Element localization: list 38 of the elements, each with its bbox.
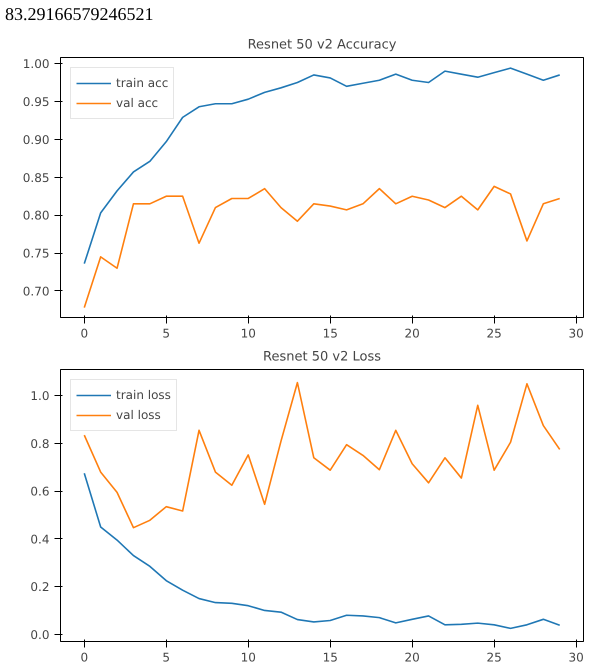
x-tick-label: 0 — [80, 326, 88, 340]
y-tick-label: 0.75 — [22, 246, 50, 261]
x-tick-label: 30 — [568, 650, 584, 664]
y-tick-label: 0.80 — [22, 208, 50, 223]
text: 83.29166579246521 — [5, 4, 154, 24]
y-tick-label: 0.6 — [30, 484, 50, 499]
x-tick-label: 5 — [162, 326, 170, 340]
y-tick-label: 0.8 — [30, 436, 50, 451]
x-tick-label: 15 — [322, 326, 338, 340]
x-tick-label: 20 — [404, 326, 420, 340]
legend-label: val loss — [116, 408, 161, 422]
y-tick-label: 0.4 — [30, 532, 50, 546]
x-tick-label: 15 — [322, 650, 338, 664]
chart-title: Resnet 50 v2 Loss — [263, 350, 382, 364]
y-tick-label: 1.0 — [30, 389, 50, 404]
y-tick-label: 0.70 — [22, 284, 50, 298]
line-series — [83, 382, 561, 528]
x-tick-label: 20 — [404, 650, 420, 664]
x-tick-label: 5 — [162, 650, 170, 664]
legend-label: train acc — [116, 76, 168, 90]
legend-label: train loss — [116, 388, 171, 402]
x-tick-label: 25 — [486, 650, 502, 664]
line-series — [83, 186, 561, 308]
x-tick-label: 0 — [80, 650, 88, 664]
x-tick-label: 10 — [240, 650, 256, 664]
y-tick-label: 0.0 — [30, 628, 50, 642]
legend-label: val acc — [116, 96, 158, 110]
chart-title: Resnet 50 v2 Accuracy — [248, 38, 397, 52]
y-tick-label: 0.90 — [22, 132, 50, 147]
x-tick-label: 10 — [240, 326, 256, 340]
y-tick-label: 0.2 — [30, 580, 50, 594]
y-tick-label: 1.00 — [22, 57, 50, 72]
line-series — [83, 67, 561, 264]
y-tick-label: 0.95 — [22, 94, 50, 109]
line-series — [83, 472, 561, 630]
x-tick-label: 25 — [486, 326, 502, 340]
y-tick-label: 0.85 — [22, 170, 50, 185]
x-tick-label: 30 — [568, 326, 584, 340]
